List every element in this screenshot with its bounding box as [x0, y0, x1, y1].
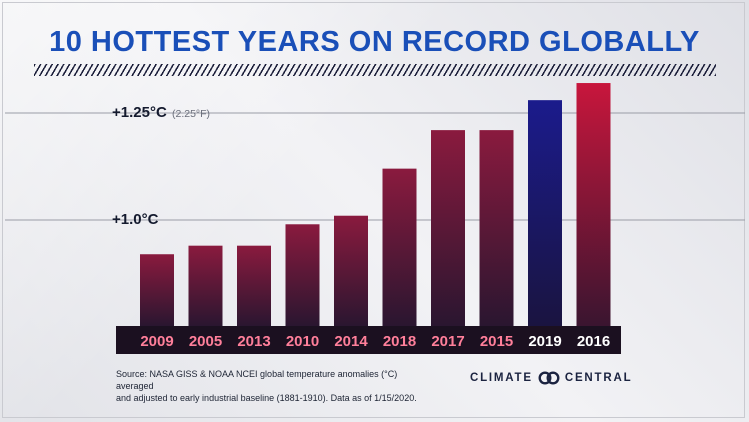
- bar-2005: [188, 245, 223, 326]
- reference-label-1: +1.0°C: [112, 211, 159, 228]
- category-label-2014: 2014: [334, 333, 368, 350]
- source-note: Source: NASA GISS & NOAA NCEI global tem…: [116, 368, 436, 404]
- logo-text-right: CENTRAL: [564, 372, 633, 384]
- bar-2016: [576, 83, 611, 326]
- category-label-2013: 2013: [237, 333, 270, 350]
- bar-2019: [528, 100, 562, 326]
- category-label-2016: 2016: [577, 333, 610, 350]
- category-label-2019: 2019: [528, 333, 561, 350]
- bar-2017: [431, 130, 465, 326]
- frame-border: [2, 2, 745, 418]
- bar-2014: [334, 215, 368, 326]
- category-label-strip: [116, 326, 621, 354]
- bar-2018: [382, 168, 417, 326]
- source-line-1: Source: NASA GISS & NOAA NCEI global tem…: [116, 369, 398, 391]
- category-label-2009: 2009: [140, 333, 173, 350]
- category-label-2015: 2015: [480, 333, 513, 350]
- category-label-2010: 2010: [286, 333, 319, 350]
- reference-label-0: +1.25°C: [112, 104, 167, 121]
- category-label-2005: 2005: [189, 333, 222, 350]
- category-label-2017: 2017: [431, 333, 464, 350]
- bar-2013: [237, 245, 271, 326]
- chart-title: 10 HOTTEST YEARS ON RECORD GLOBALLY: [49, 26, 700, 58]
- bar-2009: [140, 254, 174, 326]
- climate-central-logo: CLIMATE CENTRAL: [470, 371, 632, 385]
- category-label-2018: 2018: [383, 333, 416, 350]
- title-hatch-divider: [34, 64, 716, 76]
- bar-2015: [479, 130, 514, 326]
- source-line-2: and adjusted to early industrial baselin…: [116, 393, 417, 403]
- logo-text-left: CLIMATE: [470, 372, 533, 384]
- reference-sublabel-0: (2.25°F): [172, 108, 210, 120]
- climate-central-logo-icon: [538, 371, 560, 385]
- bar-2010: [285, 224, 320, 326]
